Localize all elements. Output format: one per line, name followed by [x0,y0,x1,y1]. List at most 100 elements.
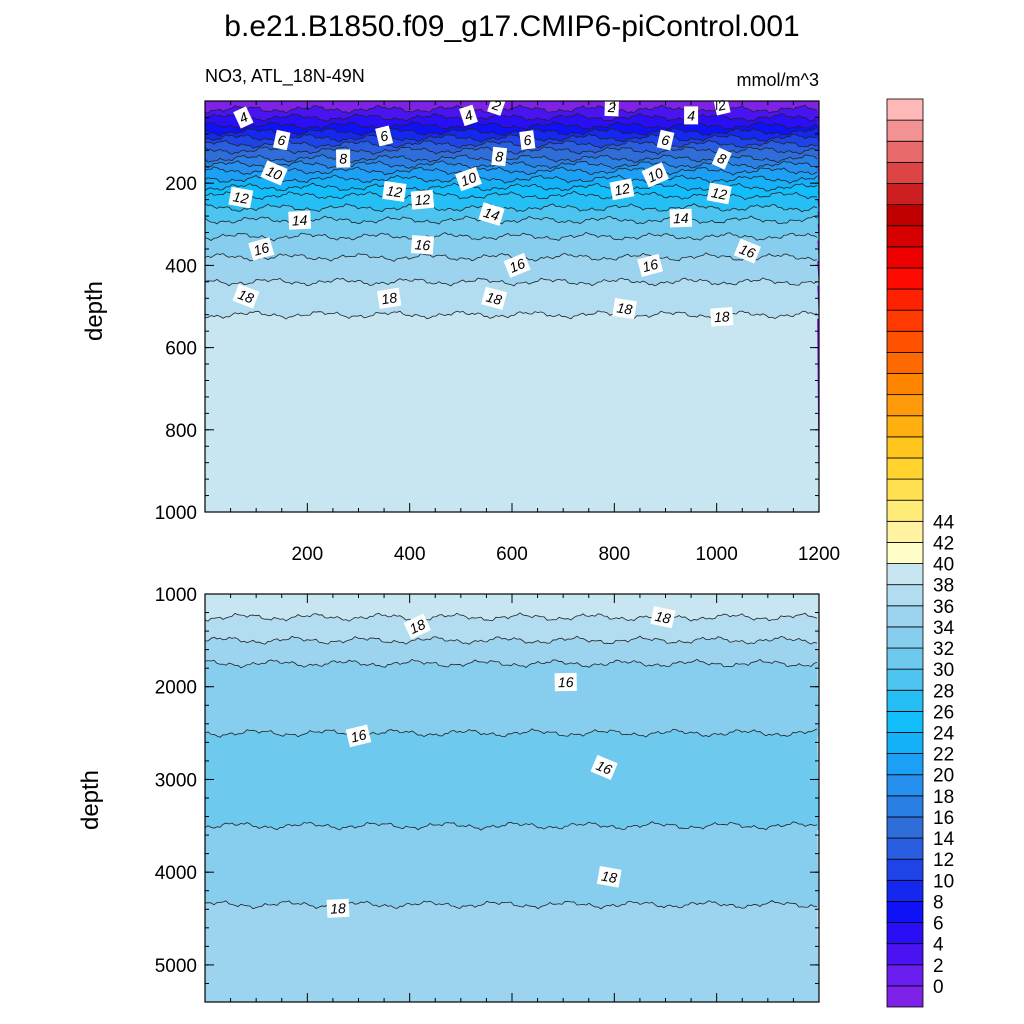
colorbar-swatch [886,520,924,543]
upper-contour-label-text: 14 [673,210,689,227]
colorbar-label: 8 [933,892,944,913]
upper-contour-label-text: 10 [645,164,666,185]
upper-contour-label: 16 [410,235,435,255]
upper-y-tick-label: 800 [165,421,197,442]
upper-contour-line-7 [205,146,818,156]
colorbar-label: 2 [933,956,944,977]
colorbar-swatch [886,689,924,712]
chart-title: b.e21.B1850.f09_g17.CMIP6-piControl.001 [224,10,799,43]
upper-contour-label-text: 16 [737,241,758,262]
upper-contour-label-box [233,106,254,129]
upper-contour-label: 2 [604,97,620,117]
upper-contour-label-text: 4 [687,107,695,123]
upper-contour-label-box [410,235,435,255]
colorbar-swatch [886,647,924,670]
upper-x-tick-label: 200 [291,544,323,565]
upper-contour-line-18 [205,277,818,287]
colorbar-swatch [886,373,924,396]
colorbar-label: 24 [933,723,955,744]
colorbar-label: 10 [933,871,954,892]
upper-contour-label: 10 [260,160,288,186]
upper-contour-label-text: 18 [713,308,730,325]
upper-contour-label-text: 6 [378,127,390,144]
lower-contour-line-4 [205,728,818,738]
upper-contour-label: 16 [503,252,531,278]
upper-contour-label-box [232,283,260,309]
colorbar-label: 36 [933,597,954,618]
lower-contour-label: 18 [326,898,350,918]
upper-contour-label-box [260,160,288,186]
upper-contour-line-6 [205,139,818,149]
lower-contour-label: 16 [554,672,577,692]
upper-contour-label: 8 [491,146,508,167]
lower-y-tick-label: 1000 [155,585,197,606]
upper-contour-label-text: 12 [613,180,632,199]
upper-contour-label-text: 14 [482,204,502,224]
upper-contour-label-text: 18 [484,289,503,309]
upper-contour-label: 8 [335,149,351,168]
colorbar-label: 38 [933,576,954,597]
colorbar-swatch [886,732,924,755]
colorbar-label: 28 [933,681,954,702]
upper-contour-label: 16 [637,253,664,277]
upper-contour-label-text: 8 [339,150,347,166]
upper-contour-label: 4 [684,106,699,125]
upper-band-13 [205,191,819,212]
upper-contour-label-text: 8 [494,148,504,165]
colorbar-swatch [886,626,924,649]
colorbar-swatch [886,288,924,311]
lower-band-6 [205,900,819,1002]
colorbar-swatch [886,478,924,501]
upper-contour-label-text: 12 [385,182,403,200]
colorbar-label: 16 [933,808,954,829]
lower-contour-line-5 [205,821,818,831]
upper-contour-label-text: 12 [232,188,250,206]
upper-contour-label: 18 [481,286,508,310]
upper-contour-label-box [641,162,669,188]
colorbar-label: 44 [933,512,955,533]
colorbar-swatch [886,943,924,966]
upper-contour-label-text: 14 [291,212,308,229]
upper-axis-ticks: 200 400 600 800 1000 200 400 600 800 1000 1200 [155,100,840,565]
upper-contour-label-box [376,287,402,309]
colorbar-swatch [886,605,924,628]
upper-contour-label-text: 12 [710,184,729,203]
colorbar-swatch [886,964,924,987]
upper-contour-label-text: 6 [660,131,671,148]
colorbar-label: 18 [933,787,954,808]
colorbar-swatch [886,415,924,438]
upper-x-tick-label: 800 [598,544,630,565]
upper-contour-label-box [503,252,531,278]
lower-contour-label-text: 16 [594,757,615,778]
lower-contour-label-box [554,672,577,692]
upper-contour-label: 8 [711,147,732,170]
upper-contour-label: 12 [706,182,732,205]
colorbar-label: 42 [933,533,954,554]
upper-contour-label-box [712,94,731,116]
upper-contour-label: 14 [669,208,693,228]
lower-y-tick-label: 3000 [155,770,197,791]
upper-contour-label-box [733,238,761,264]
upper-contour-line-17 [205,252,818,262]
lower-band-3 [205,659,819,738]
upper-contour-label-text: 16 [507,255,528,276]
upper-x-tick-label: 600 [496,544,528,565]
upper-contour-label: 6 [375,125,394,147]
lower-contour-label-text: 18 [654,608,673,627]
lower-y-tick-label: 5000 [155,956,197,977]
colorbar-swatch [886,225,924,248]
upper-contour-label: 12 [228,186,254,209]
upper-contour-label-box [519,130,536,150]
lower-band-2 [205,636,819,668]
upper-contour-line-3 [205,120,818,131]
colorbar-label: 30 [933,660,954,681]
upper-contour-label-box [637,253,664,277]
colorbar-swatch [886,795,924,818]
upper-contour-line-10 [205,166,818,176]
lower-contour-line-6 [205,900,818,910]
upper-contour-label-box [410,189,435,210]
colorbar-label: 12 [933,850,954,871]
upper-contour-label-box [491,146,508,167]
